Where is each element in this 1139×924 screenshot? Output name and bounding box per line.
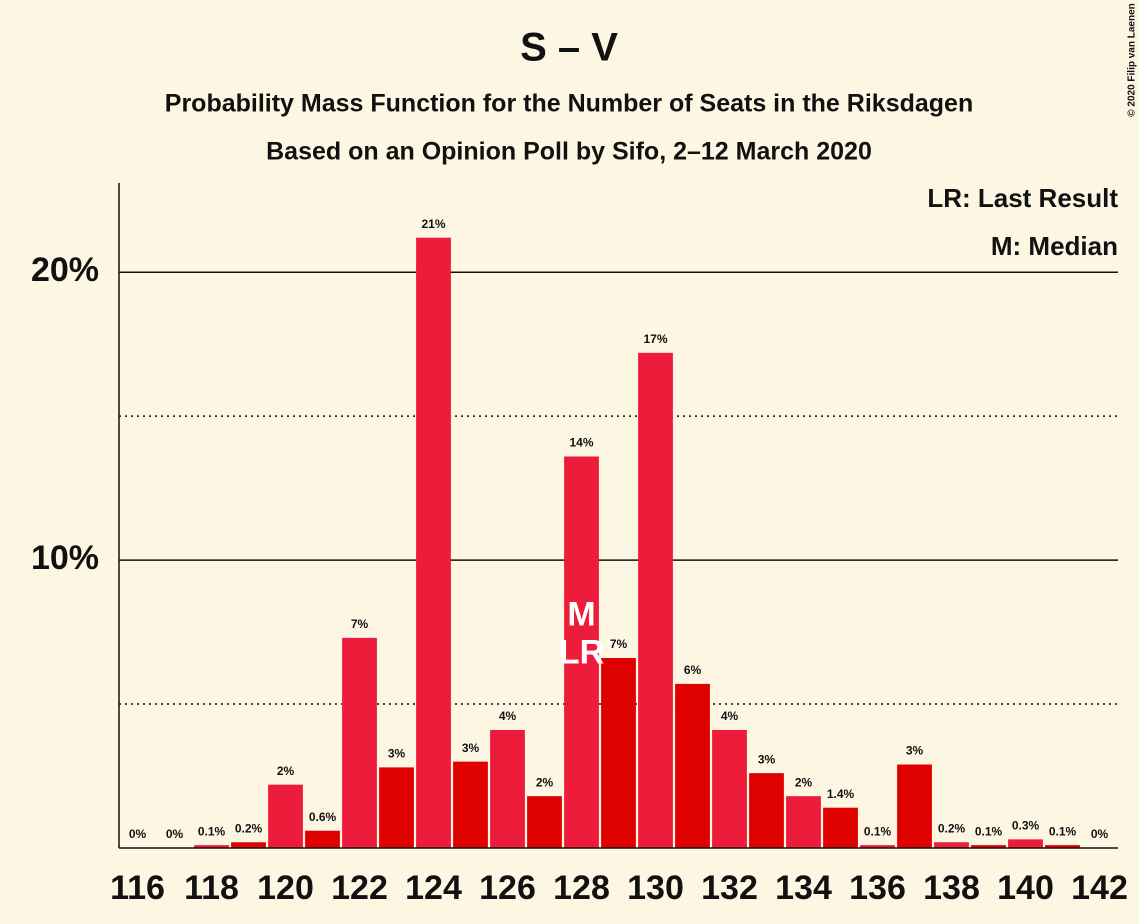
bar (490, 729, 525, 848)
value-label: 17% (643, 332, 667, 346)
value-label: 7% (351, 617, 369, 631)
value-label: 0% (1091, 827, 1109, 841)
x-tick-label: 124 (405, 869, 462, 907)
y-tick-label: 20% (31, 251, 99, 289)
x-tick-label: 142 (1071, 869, 1128, 907)
value-label: 7% (610, 637, 628, 651)
bar (1045, 845, 1080, 848)
value-label: 0.1% (198, 824, 226, 838)
value-label: 0% (166, 827, 184, 841)
value-label: 3% (462, 741, 480, 755)
bar (786, 796, 821, 848)
bar (712, 729, 747, 848)
y-tick-label: 10% (31, 539, 99, 577)
bar (342, 637, 377, 848)
value-label: 0.6% (309, 810, 337, 824)
value-label: 3% (758, 752, 776, 766)
value-label: 2% (536, 775, 554, 789)
x-tick-label: 122 (331, 869, 388, 907)
x-tick-label: 132 (701, 869, 758, 907)
bar (527, 796, 562, 848)
chart-subtitle: Probability Mass Function for the Number… (165, 90, 973, 118)
x-tick-label: 134 (775, 869, 832, 907)
legend-note: LR: Last Result (927, 183, 1118, 213)
copyright: © 2020 Filip van Laenen (1127, 3, 1138, 117)
x-tick-label: 130 (627, 869, 684, 907)
bar (897, 764, 932, 848)
bar (934, 842, 969, 848)
value-label: 3% (906, 744, 924, 758)
bar (305, 830, 340, 848)
bar (564, 456, 599, 848)
bar (638, 352, 673, 848)
x-tick-label: 116 (110, 869, 165, 907)
legend-note: M: Median (991, 231, 1118, 261)
x-tick-label: 128 (553, 869, 610, 907)
value-label: 2% (795, 775, 813, 789)
bar (453, 761, 488, 848)
value-label: 0.3% (1012, 819, 1040, 833)
value-label: 0% (129, 827, 147, 841)
bar (231, 842, 266, 848)
value-label: 6% (684, 663, 702, 677)
x-tick-label: 118 (184, 869, 239, 907)
bar (823, 807, 858, 848)
annotation: LR (559, 633, 604, 671)
value-label: 0.2% (235, 821, 263, 835)
value-label: 3% (388, 747, 406, 761)
x-tick-label: 138 (923, 869, 980, 907)
bar (416, 237, 451, 849)
annotation: M (567, 595, 595, 633)
value-label: 1.4% (827, 787, 855, 801)
value-label: 4% (499, 709, 517, 723)
chart-title: S – V (520, 26, 618, 70)
chart-subtitle: Based on an Opinion Poll by Sifo, 2–12 M… (266, 138, 872, 166)
bar (860, 845, 895, 848)
x-tick-label: 126 (479, 869, 536, 907)
bar (268, 784, 303, 848)
value-label: 2% (277, 764, 295, 778)
x-tick-label: 120 (257, 869, 314, 907)
value-label: 0.2% (938, 821, 966, 835)
value-label: 0.1% (864, 824, 892, 838)
value-label: 0.1% (1049, 824, 1077, 838)
value-label: 14% (569, 436, 593, 450)
x-tick-label: 140 (997, 869, 1054, 907)
x-tick-label: 136 (849, 869, 906, 907)
value-label: 21% (421, 217, 445, 231)
bar (601, 658, 636, 848)
bar (971, 845, 1006, 848)
value-label: 4% (721, 709, 739, 723)
bar (379, 767, 414, 848)
bar (1008, 839, 1043, 848)
bar (749, 773, 784, 848)
bar (675, 683, 710, 848)
bar (194, 845, 229, 848)
value-label: 0.1% (975, 824, 1003, 838)
